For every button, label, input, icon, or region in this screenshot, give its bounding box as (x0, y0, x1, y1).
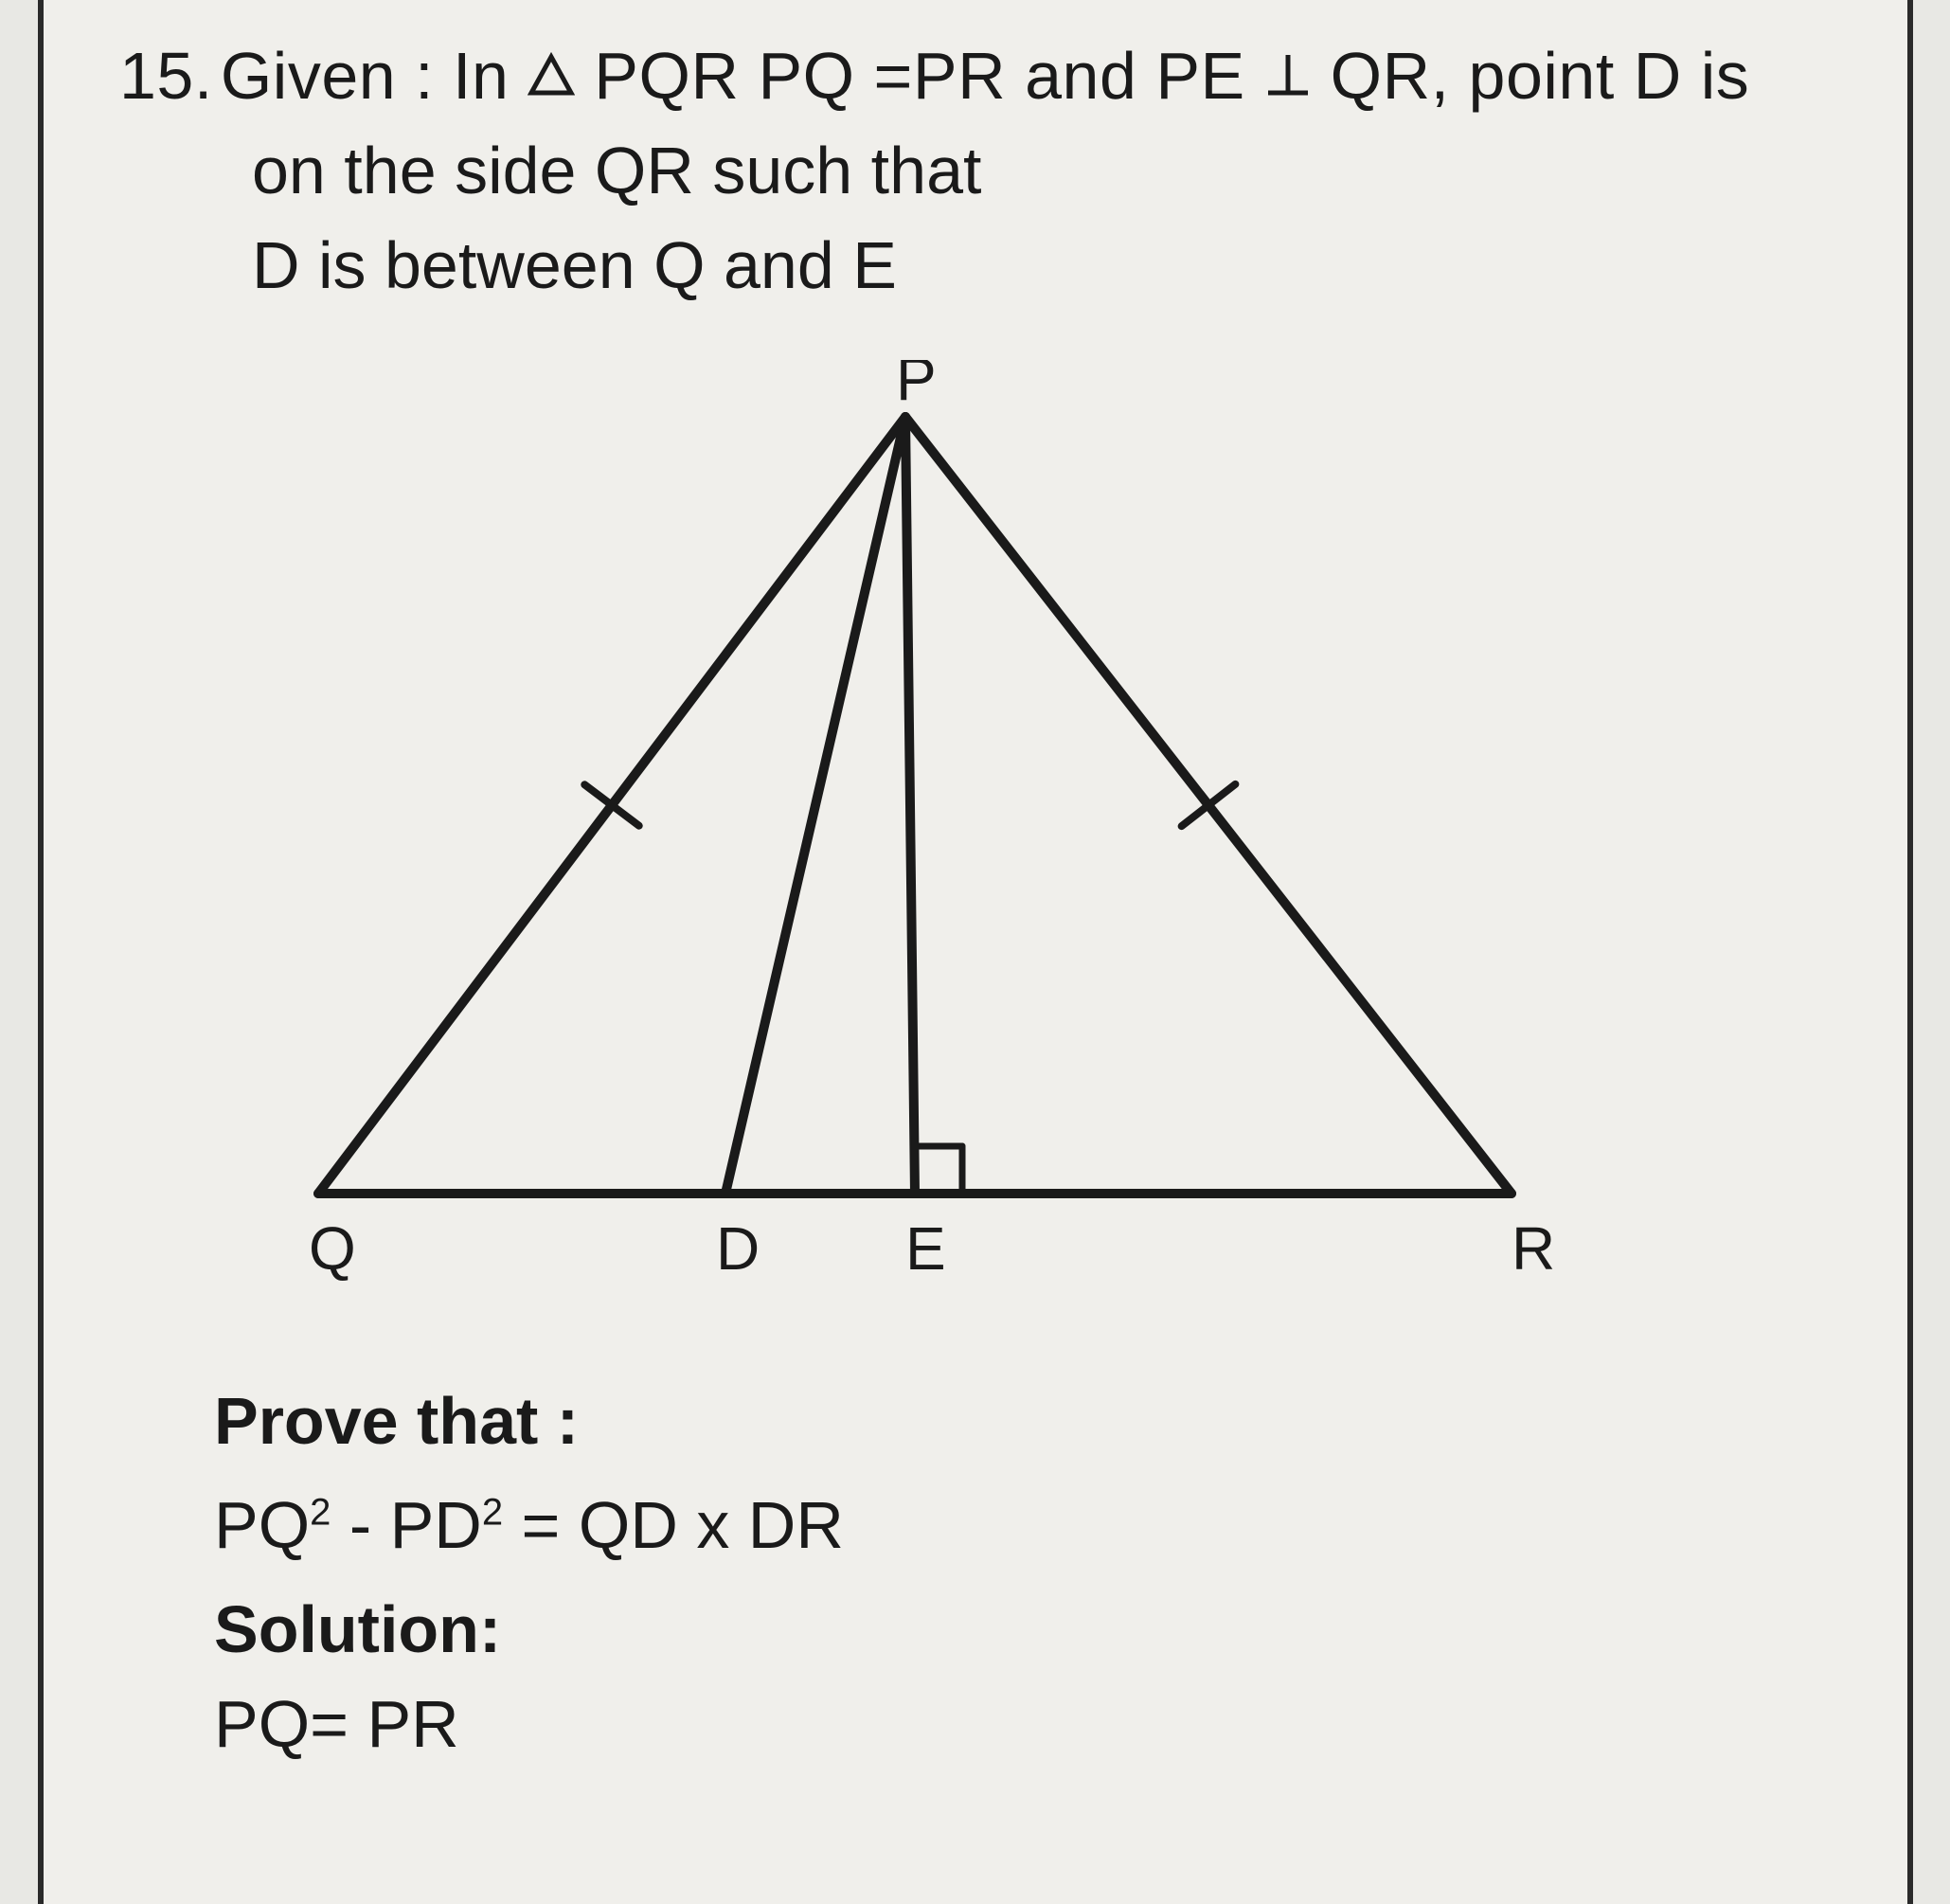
eq-exp1: 2 (310, 1492, 331, 1534)
eq-lhs-a: PQ (214, 1488, 310, 1562)
equation: PQ2 - PD2 = QD x DR (214, 1487, 1832, 1563)
triangle-icon (528, 38, 575, 85)
page-frame: 15.Given : In PQR PQ =PR and PE QR, poin… (38, 0, 1913, 1904)
question-line-2: on the side QR such that (252, 133, 1832, 208)
q1-part-b: PQR PQ =PR and PE (575, 39, 1263, 113)
perpendicular-icon (1264, 38, 1312, 85)
eq-rhs: = QD x DR (503, 1488, 844, 1562)
question-line-1: 15.Given : In PQR PQ =PR and PE QR, poin… (119, 38, 1832, 114)
prove-label: Prove that : (214, 1383, 1832, 1459)
cutoff-line: PQ= PR (214, 1686, 1832, 1762)
svg-text:D: D (716, 1214, 760, 1283)
eq-exp2: 2 (482, 1492, 503, 1534)
svg-text:E: E (905, 1214, 946, 1283)
triangle-diagram: P Q R D E (119, 360, 1832, 1326)
q1-part-c: QR, point D is (1312, 39, 1750, 113)
solution-label: Solution: (214, 1591, 1832, 1667)
diagram-svg: P Q R D E (119, 360, 1824, 1326)
svg-text:P: P (896, 360, 937, 413)
eq-mid: - PD (331, 1488, 481, 1562)
svg-text:R: R (1512, 1214, 1555, 1283)
question-line-3: D is between Q and E (252, 227, 1832, 303)
svg-text:Q: Q (309, 1214, 356, 1283)
q1-part-a: Given : In (221, 39, 528, 113)
question-number: 15. (119, 39, 213, 113)
